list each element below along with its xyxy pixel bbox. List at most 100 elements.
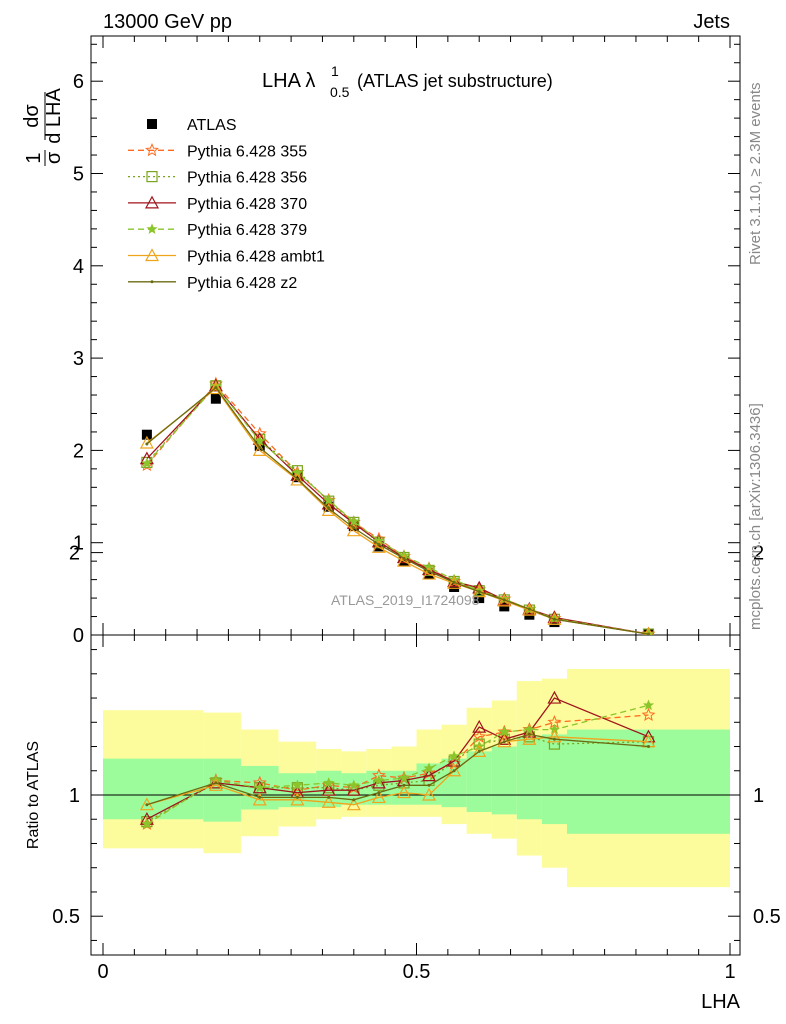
plot-title-main: LHA λ — [262, 70, 315, 92]
legend-marker-pythia-6-428-379 — [146, 223, 158, 234]
main-point-pythia-6-428-379 — [254, 435, 266, 446]
main-point-pythia-6-428-355 — [321, 492, 336, 507]
legend-marker-atlas — [147, 119, 157, 129]
main-point-pythia-6-428-379 — [323, 494, 335, 505]
ratio-ytick-label-1: 1 — [69, 785, 80, 807]
y-axis-label-ratio: Ratio to ATLAS — [25, 741, 42, 849]
band-inner-13 — [541, 734, 567, 825]
ratio-point-pythia-6-428-z2 — [527, 732, 531, 736]
ratio-point-pythia-6-428-ambt1 — [547, 729, 562, 743]
ratio-point-pythia-6-428-379 — [323, 777, 335, 788]
main-point-pythia-6-428-z2 — [145, 442, 149, 446]
ratio-point-pythia-6-428-ambt1 — [522, 731, 537, 745]
main-point-atlas — [474, 593, 485, 604]
ratio-point-pythia-6-428-z2 — [552, 737, 556, 741]
ratio-point-pythia-6-428-z2 — [327, 795, 331, 799]
main-point-pythia-6-428-z2 — [327, 507, 331, 511]
x-axis-label: LHA — [701, 991, 741, 1013]
ratio-point-pythia-6-428-ambt1 — [422, 787, 437, 801]
ratio-ytick-label-r-0: 0.5 — [753, 906, 781, 928]
main-point-pythia-6-428-z2 — [295, 477, 299, 481]
main-point-pythia-6-428-z2 — [402, 556, 406, 560]
legend-label-atlas: ATLAS — [187, 117, 237, 134]
ratio-point-pythia-6-428-355 — [641, 707, 656, 721]
xtick-label-2: 1 — [724, 961, 735, 983]
main-point-pythia-6-428-ambt1 — [321, 503, 336, 516]
band-inner-11 — [491, 746, 517, 815]
main-point-pythia-6-428-z2 — [352, 526, 356, 530]
ratio-series-group — [139, 690, 656, 830]
legend-item-pythia-6-428-356: Pythia 6.428 356 — [128, 170, 307, 187]
main-point-pythia-6-428-ambt1 — [447, 576, 462, 589]
ratio-point-pythia-6-428-z2 — [377, 791, 381, 795]
plot-title-suffix: (ATLAS jet substructure) — [357, 71, 553, 91]
legend-label-pythia-6-428-379: Pythia 6.428 379 — [187, 222, 307, 239]
legend: ATLAS Pythia 6.428 355 Pythia 6.428 356 Pyt… — [128, 117, 325, 292]
ratio-point-pythia-6-428-370 — [497, 731, 512, 745]
ratio-point-pythia-6-428-ambt1 — [290, 792, 305, 806]
main-point-pythia-6-428-z2 — [214, 386, 218, 390]
legend-item-pythia-6-428-ambt1: Pythia 6.428 ambt1 — [128, 248, 325, 266]
legend-marker-pythia-6-428-z2 — [150, 280, 154, 284]
main-point-atlas — [254, 440, 265, 451]
header-left: 13000 GeV pp — [103, 11, 232, 33]
legend-item-pythia-6-428-355: Pythia 6.428 355 — [128, 143, 307, 160]
y-label-frac1-num: 1 — [23, 152, 45, 163]
legend-label-pythia-6-428-z2: Pythia 6.428 z2 — [187, 275, 297, 292]
main-point-pythia-6-428-z2 — [452, 580, 456, 584]
ratio-point-pythia-6-428-z2 — [477, 749, 481, 753]
ratio-line-pythia-6-428-ambt1 — [146, 736, 649, 806]
legend-marker-pythia-6-428-370 — [144, 195, 160, 209]
main-ytick-label-6: 6 — [73, 71, 84, 93]
ratio-point-pythia-6-428-379 — [423, 762, 435, 774]
main-ytick-label-2: 2 — [73, 440, 84, 462]
ratio-point-pythia-6-428-z2 — [452, 769, 456, 773]
plot-title: LHA λ 0.5 1 (ATLAS jet substructure) — [262, 63, 553, 100]
plot-title-sup: 1 — [331, 63, 339, 79]
ratio-point-pythia-6-428-ambt1 — [396, 785, 411, 799]
legend-marker-pythia-6-428-ambt1 — [144, 248, 160, 262]
ratio-point-pythia-6-428-379 — [448, 750, 460, 761]
ratio-ytick-label-0: 0.5 — [52, 906, 80, 928]
ratio-point-pythia-6-428-ambt1 — [371, 790, 386, 804]
ratio-line-pythia-6-428-356 — [146, 736, 649, 823]
band-inner-12 — [516, 736, 542, 820]
ratio-point-pythia-6-428-379 — [254, 781, 266, 793]
ratio-point-pythia-6-428-379 — [523, 723, 535, 735]
main-ytick-label-5: 5 — [73, 164, 84, 186]
ratio-point-pythia-6-428-ambt1 — [346, 797, 361, 811]
legend-marker-pythia-6-428-355 — [145, 143, 159, 157]
main-point-pythia-6-428-ambt1 — [547, 612, 562, 625]
legend-label-pythia-6-428-ambt1: Pythia 6.428 ambt1 — [187, 249, 325, 266]
xtick-label-0: 0 — [97, 961, 108, 983]
main-point-atlas — [141, 429, 152, 440]
ratio-point-pythia-6-428-370 — [208, 775, 223, 789]
ratio-point-pythia-6-428-ambt1 — [447, 763, 462, 777]
ratio-point-pythia-6-428-z2 — [295, 795, 299, 799]
ratio-point-pythia-6-428-379 — [291, 779, 303, 790]
ratio-point-pythia-6-428-z2 — [646, 745, 650, 749]
main-point-pythia-6-428-ambt1 — [290, 472, 305, 486]
plot-title-sub: 0.5 — [330, 84, 350, 100]
main-point-pythia-6-428-z2 — [377, 543, 381, 547]
legend-marker-pythia-6-428-356 — [146, 171, 158, 183]
ratio-point-pythia-6-428-370 — [371, 775, 386, 789]
main-point-pythia-6-428-z2 — [527, 607, 531, 611]
main-ytick-label-1: 1 — [73, 533, 84, 555]
main-point-pythia-6-428-z2 — [552, 617, 556, 621]
main-point-pythia-6-428-z2 — [427, 569, 431, 573]
ratio-point-pythia-6-428-z2 — [352, 798, 356, 802]
ratio-point-pythia-6-428-ambt1 — [252, 792, 267, 806]
y-label-frac2-den: d LHA — [43, 88, 65, 144]
xtick-label-1: 0.5 — [403, 961, 431, 983]
ratio-point-pythia-6-428-379 — [348, 779, 360, 790]
ratio-point-pythia-6-428-370 — [547, 690, 562, 704]
main-point-pythia-6-428-z2 — [477, 590, 481, 594]
side-label-top: Rivet 3.1.10, ≥ 2.3M events — [747, 83, 764, 266]
main-line-pythia-6-428-379 — [146, 384, 649, 635]
ratio-point-pythia-6-428-379 — [373, 774, 385, 786]
main-point-pythia-6-428-ambt1 — [208, 381, 223, 395]
main-point-pythia-6-428-z2 — [646, 632, 650, 635]
legend-label-pythia-6-428-356: Pythia 6.428 356 — [187, 170, 307, 187]
main-point-pythia-6-428-ambt1 — [396, 553, 411, 567]
